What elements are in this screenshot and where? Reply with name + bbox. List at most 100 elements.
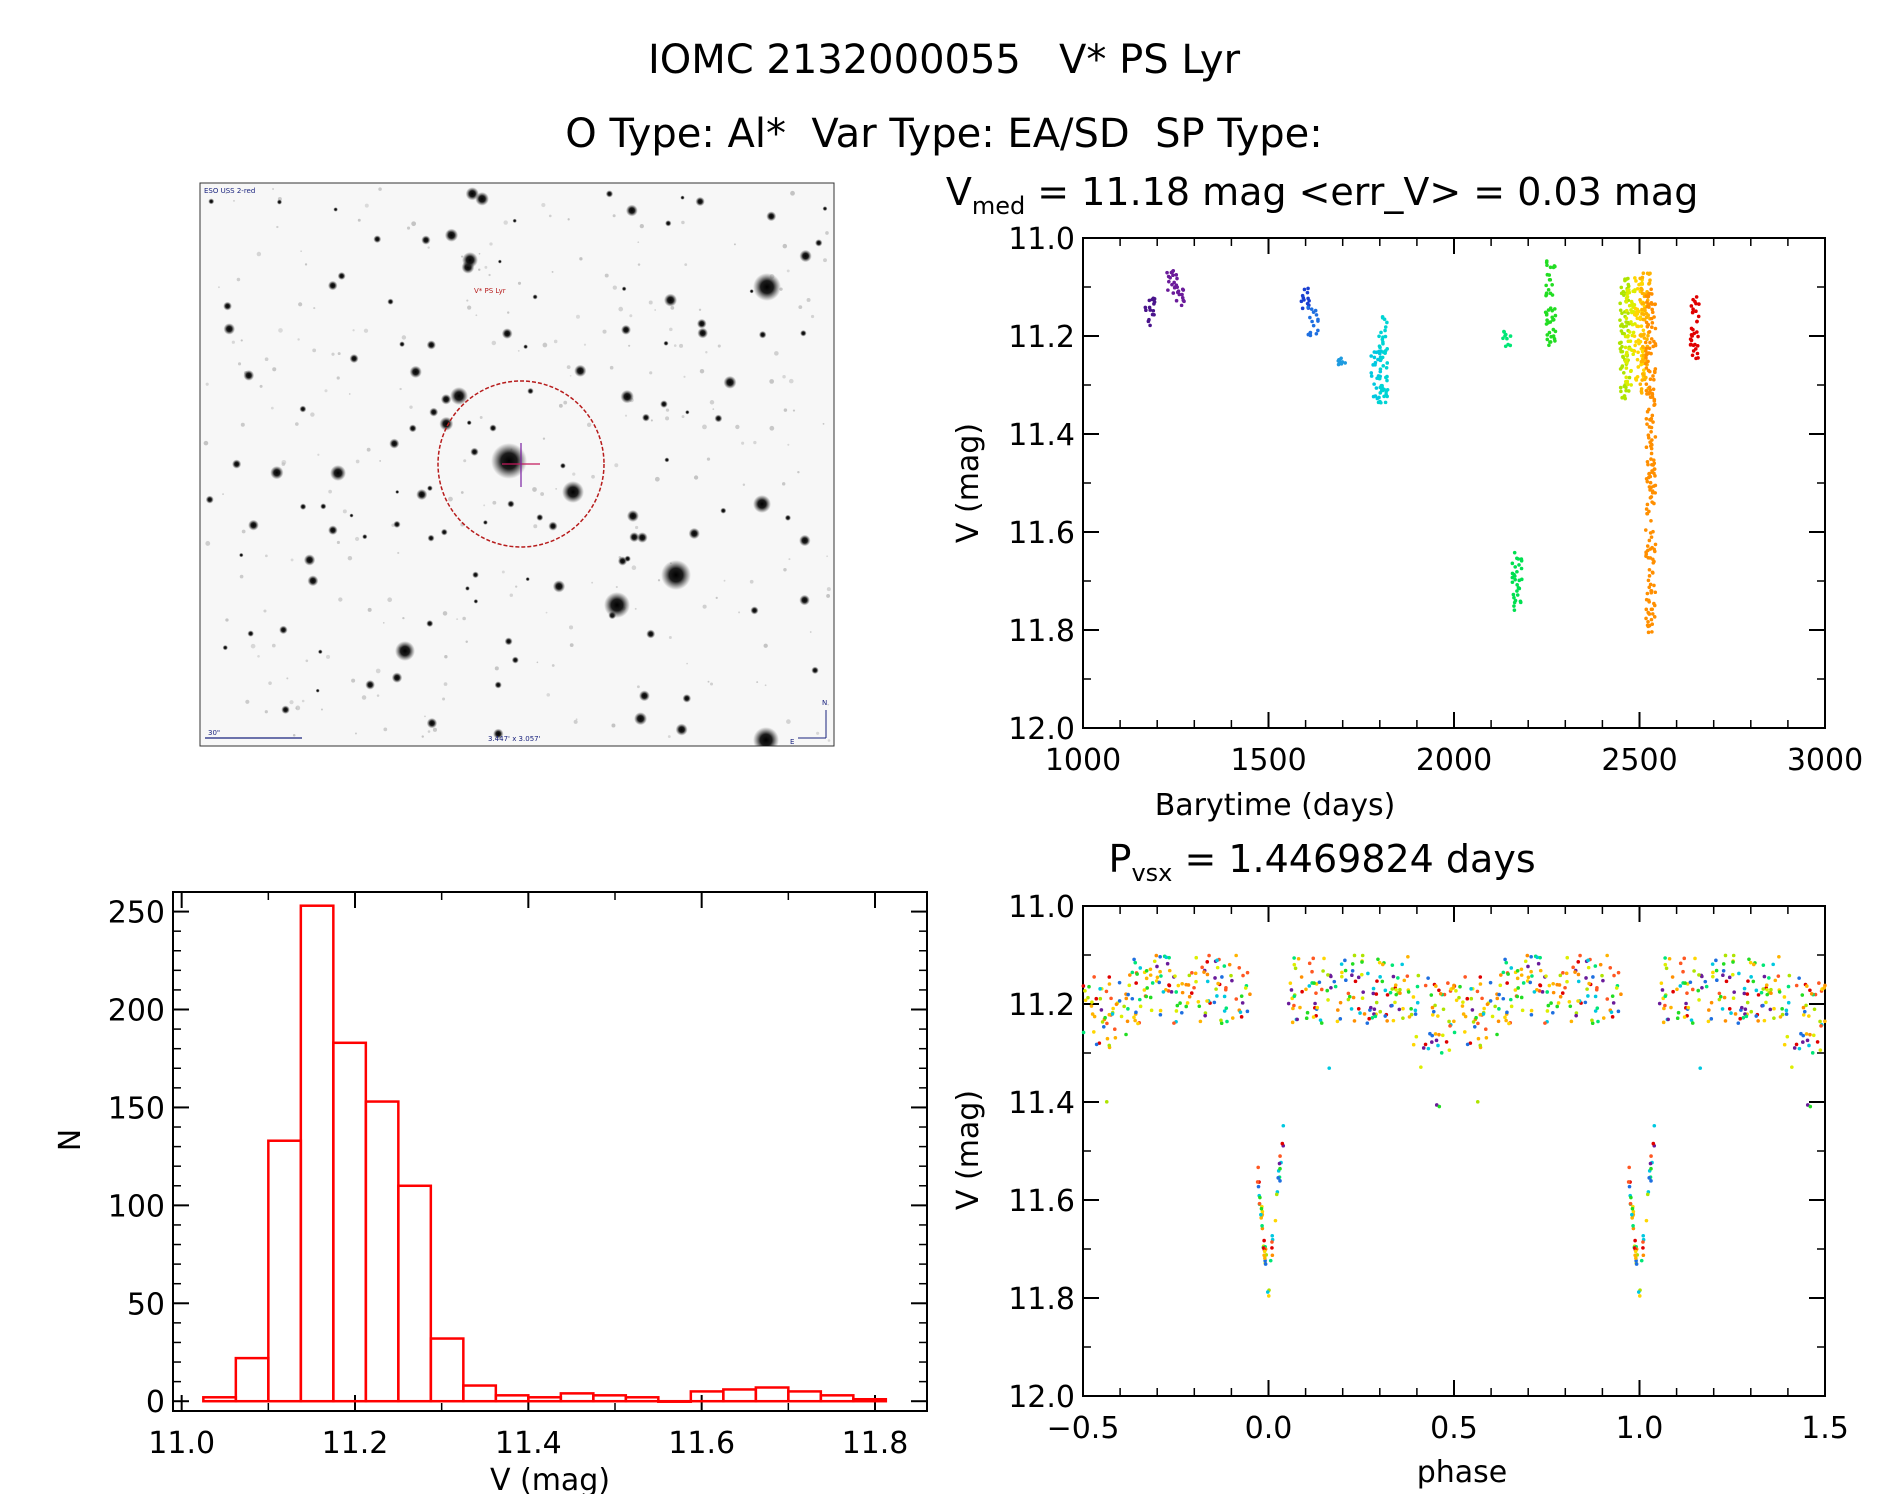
size-label: 3.447' x 3.057': [488, 735, 541, 743]
light-curve-point: [1627, 290, 1632, 295]
phased-curve-point: [1184, 982, 1188, 987]
light-curve-point: [1652, 547, 1657, 552]
phased-curve-point: [1751, 962, 1756, 967]
sky-faint-star: [488, 273, 491, 277]
sky-star: [512, 218, 517, 223]
sky-star: [559, 462, 566, 469]
sky-star: [688, 527, 700, 540]
phased-curve-point: [1776, 974, 1781, 978]
phased-curve-point: [1721, 969, 1726, 973]
light-curve-point: [1548, 320, 1553, 324]
light-curve-point: [1631, 330, 1636, 335]
light-curve-point: [1374, 386, 1379, 390]
phased-curve-point: [1731, 960, 1735, 964]
phased-curve-point: [1414, 1034, 1419, 1039]
light-curve-point: [1150, 297, 1155, 302]
light-curve-point: [1647, 272, 1651, 276]
phased-curve-point: [1190, 971, 1194, 975]
sky-star: [426, 340, 436, 350]
light-curve-point: [1305, 290, 1310, 295]
phased-curve-point: [1586, 965, 1591, 970]
light-curve-point: [1620, 364, 1625, 368]
sky-star: [248, 519, 259, 531]
light-curve-point: [1180, 295, 1185, 300]
phased-curve-point: [1277, 1161, 1282, 1166]
light-curve-point: [1647, 329, 1652, 334]
sky-faint-star: [427, 730, 431, 733]
phased-curve-point: [1488, 999, 1493, 1003]
phased-curve-point: [1451, 986, 1456, 990]
phased-curve-point: [1631, 1209, 1636, 1214]
phased-curve-point: [1764, 983, 1769, 987]
sky-faint-star: [363, 328, 369, 333]
phased-curve-point: [1175, 1003, 1180, 1008]
phased-curve-point: [1641, 1240, 1645, 1244]
sky-faint-star: [648, 300, 653, 305]
sky-faint-star: [572, 472, 576, 476]
sky-faint-star: [376, 694, 380, 697]
phased-curve-point: [1134, 1010, 1138, 1015]
phased-curve-point: [1529, 954, 1533, 959]
light-curve-point: [1696, 314, 1701, 319]
histogram-ytick-label: 50: [127, 1287, 165, 1322]
phased-curve-point: [1144, 994, 1149, 999]
histogram-xtick-label: 11.6: [668, 1426, 735, 1461]
light-curve-point: [1173, 285, 1177, 290]
sky-faint-star: [294, 422, 299, 426]
light-curve-point: [1644, 349, 1648, 353]
phased-curve-point: [1689, 1018, 1694, 1022]
phased-curve-point: [1104, 1100, 1109, 1104]
phased-curve-point: [1801, 1040, 1805, 1044]
sky-faint-star: [788, 558, 791, 561]
light-curve-point: [1643, 340, 1648, 345]
sky-star: [223, 323, 236, 335]
phased-curve-point: [1229, 973, 1233, 978]
light-curve-point: [1308, 330, 1313, 335]
light-curve-point: [1623, 334, 1628, 339]
phased-curve-point: [1216, 981, 1220, 986]
sky-star: [440, 528, 448, 536]
sky-faint-star: [205, 382, 209, 386]
east-label: E: [790, 738, 794, 746]
light-curve-point: [1645, 392, 1649, 396]
sky-faint-star: [203, 440, 209, 446]
light-curve-point: [1642, 332, 1646, 336]
light-curve-point: [1618, 308, 1623, 313]
phased-curve-point: [1220, 975, 1224, 979]
sky-faint-star: [705, 351, 708, 354]
phased-curve-point: [1311, 1015, 1316, 1019]
phased-curve-point: [1633, 1249, 1638, 1254]
light-curve-point: [1548, 265, 1553, 270]
phased-curve-point: [1158, 954, 1162, 959]
sky-faint-star: [809, 631, 812, 633]
phased-curve-point: [1560, 991, 1565, 995]
phased-curve-point: [1119, 1014, 1124, 1019]
phased-curve-point: [1666, 1017, 1670, 1022]
sky-faint-star: [503, 220, 508, 225]
phased-curve-point: [1790, 1065, 1794, 1069]
phased-curve-point: [1263, 1256, 1267, 1260]
phased-curve-point: [1388, 990, 1393, 995]
light-curve-point: [1377, 334, 1381, 339]
sky-faint-star: [575, 314, 580, 319]
sky-faint-star: [753, 440, 757, 445]
phased-curve-point: [1529, 1008, 1534, 1013]
sky-faint-star: [733, 243, 736, 246]
sky-star: [523, 344, 529, 350]
phased-curve-point: [1641, 1233, 1646, 1238]
sky-star: [426, 619, 434, 628]
light-curve-point: [1644, 294, 1649, 298]
light-curve-point: [1641, 328, 1646, 333]
phased-curve-point: [1609, 1010, 1614, 1014]
sky-faint-star: [515, 585, 518, 588]
phased-curve-point: [1148, 973, 1153, 977]
phased-curve-point: [1296, 956, 1301, 961]
light-curve-point: [1316, 328, 1320, 333]
phased-curve-point: [1440, 1033, 1445, 1038]
sky-faint-star: [763, 643, 768, 648]
light-curve-point: [1165, 270, 1169, 275]
histogram-bar: [722, 1388, 758, 1403]
phased-curve-point: [1787, 973, 1792, 978]
phased-curve-point: [1326, 973, 1330, 977]
